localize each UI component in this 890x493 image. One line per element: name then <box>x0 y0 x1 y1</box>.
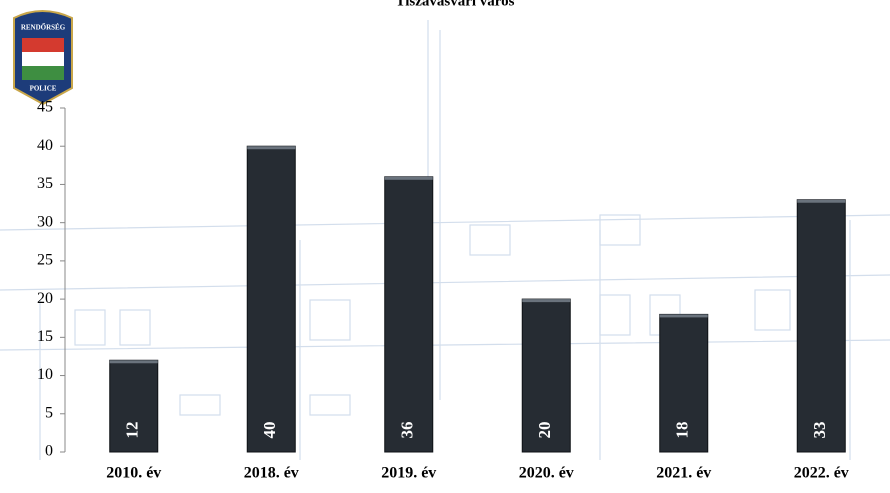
chart-title: Tiszavasvári város <box>395 0 514 9</box>
bar-top <box>522 299 570 302</box>
data-label: 12 <box>123 422 142 439</box>
bar-top <box>247 146 295 149</box>
data-label: 36 <box>398 422 417 439</box>
bar-top <box>797 200 845 203</box>
data-label: 33 <box>810 422 829 439</box>
y-tick-label: 30 <box>37 213 53 230</box>
x-tick-label: 2021. év <box>656 465 711 482</box>
police-logo: RENDŐRSÉG POLICE <box>14 11 72 104</box>
x-tick-label: 2022. év <box>794 465 849 482</box>
x-tick-label: 2010. év <box>106 465 161 482</box>
data-label: 18 <box>673 422 692 439</box>
bar-top <box>385 177 433 180</box>
x-tick-label: 2020. év <box>519 465 574 482</box>
bar-top <box>110 360 158 363</box>
y-tick-label: 20 <box>37 290 53 307</box>
bar-top <box>660 314 708 317</box>
bar <box>797 200 845 452</box>
y-tick-label: 45 <box>37 99 53 116</box>
y-tick-label: 5 <box>45 404 53 421</box>
y-tick-label: 40 <box>37 137 53 154</box>
y-tick-label: 10 <box>37 366 53 383</box>
logo-bottom-text: POLICE <box>30 85 57 93</box>
data-label: 40 <box>260 422 279 439</box>
bar <box>247 146 295 452</box>
y-tick-label: 15 <box>37 328 53 345</box>
x-tick-label: 2019. év <box>381 465 436 482</box>
bar <box>385 177 433 452</box>
y-tick-label: 0 <box>45 443 53 460</box>
x-tick-label: 2018. év <box>244 465 299 482</box>
data-label: 20 <box>535 422 554 439</box>
y-tick-label: 35 <box>37 175 53 192</box>
logo-top-text: RENDŐRSÉG <box>21 24 66 32</box>
chart: RENDŐRSÉG POLICE Tiszavasvári város 0 5 10… <box>0 0 890 493</box>
y-tick-label: 25 <box>37 252 53 269</box>
